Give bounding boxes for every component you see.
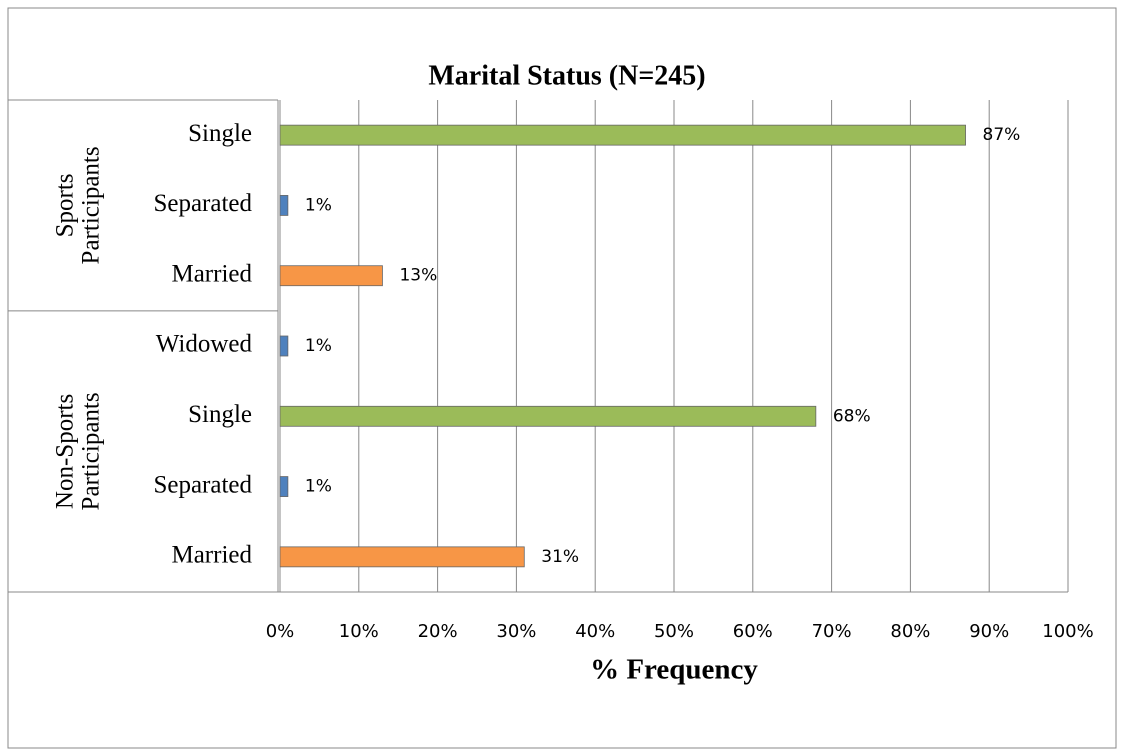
value-label: 1% [305, 477, 332, 497]
x-tick-label: 80% [890, 621, 930, 642]
value-label: 13% [399, 266, 437, 286]
bar [279, 124, 966, 146]
category-label: Married [171, 260, 252, 287]
category-label: Single [188, 120, 252, 147]
category-label: Single [188, 401, 252, 428]
x-tick-label: 70% [812, 621, 852, 642]
value-label: 87% [983, 125, 1021, 145]
x-tick-label: 50% [654, 621, 694, 642]
bar [279, 476, 289, 497]
x-tick-label: 30% [496, 621, 536, 642]
bar [279, 405, 817, 427]
group-label: Participants [78, 146, 105, 264]
chart-title: Marital Status (N=245) [428, 60, 705, 91]
x-tick-label: 10% [339, 621, 379, 642]
group-label: Sports [52, 173, 79, 237]
value-label: 1% [305, 336, 332, 356]
x-tick-label: 90% [969, 621, 1009, 642]
bar [279, 335, 289, 357]
group-label: Participants [78, 392, 105, 510]
category-label: Separated [153, 471, 252, 498]
x-tick-label: 100% [1042, 621, 1093, 642]
chart-border [7, 7, 1117, 749]
category-label: Married [171, 542, 252, 569]
value-label: 31% [541, 547, 579, 567]
bar [279, 265, 383, 287]
x-axis-label: % Frequency [590, 654, 758, 686]
x-tick-label: 20% [418, 621, 458, 642]
x-tick-label: 0% [266, 621, 295, 642]
category-label: Separated [153, 190, 252, 217]
bar [279, 195, 289, 216]
bar [279, 546, 525, 568]
x-tick-label: 40% [575, 621, 615, 642]
value-label: 1% [305, 195, 332, 215]
category-label: Widowed [156, 331, 253, 358]
x-tick-label: 60% [733, 621, 773, 642]
value-label: 68% [833, 406, 871, 426]
group-label: Non-Sports [52, 394, 79, 509]
